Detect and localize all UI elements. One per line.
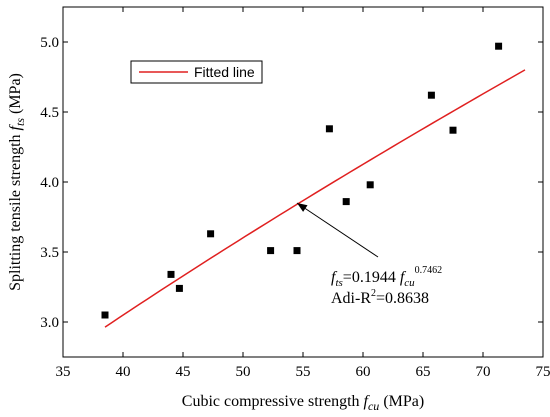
- data-point: [495, 42, 503, 50]
- y-axis-title: Splitting tensile strength fts (MPa): [7, 73, 27, 291]
- y-tick-label: 4.0: [40, 175, 59, 191]
- plot-frame: [62, 6, 544, 358]
- data-point: [101, 311, 109, 319]
- x-tick-label: 45: [176, 364, 191, 380]
- data-point: [449, 126, 457, 134]
- x-tick-label: 65: [416, 364, 431, 380]
- data-point: [366, 181, 374, 189]
- x-tick-label: 35: [56, 364, 71, 380]
- y-tick-label: 3.0: [40, 315, 59, 331]
- x-tick-label: 40: [116, 364, 131, 380]
- legend-label: Fitted line: [194, 64, 255, 80]
- legend: Fitted line: [130, 60, 263, 84]
- fitted-line-group: [104, 69, 526, 328]
- data-point: [342, 198, 350, 206]
- y-tick-label: 4.5: [40, 105, 59, 121]
- y-axis-ticks: 3.0 3.5 4.0 4.5 5.0: [40, 35, 543, 331]
- annotation-arrowhead: [297, 203, 308, 212]
- x-tick-label: 50: [236, 364, 251, 380]
- annotation-arrow: [296, 202, 379, 258]
- x-axis-ticks: 35 40 45 50 55 60 65 70 75: [56, 7, 550, 380]
- x-tick-label: 60: [356, 364, 371, 380]
- x-tick-label: 70: [476, 364, 491, 380]
- data-point: [167, 270, 175, 278]
- x-tick-label: 75: [536, 364, 550, 380]
- data-point: [267, 247, 275, 255]
- y-tick-label: 3.5: [40, 245, 59, 261]
- equation-label: fts=0.1944 fcu0.7462: [331, 265, 442, 289]
- data-point: [325, 125, 333, 133]
- data-point: [207, 230, 215, 238]
- data-point: [175, 284, 183, 292]
- fitted-line: [104, 69, 526, 328]
- x-tick-label: 55: [296, 364, 311, 380]
- data-point: [427, 91, 435, 99]
- x-axis-title: Cubic compressive strength fcu (MPa): [182, 393, 424, 413]
- y-tick-label: 5.0: [40, 35, 59, 51]
- data-point: [293, 247, 301, 255]
- r2-label: Adi-R2=0.8638: [331, 288, 429, 307]
- legend-box: [130, 60, 263, 84]
- annotation: fts=0.1944 fcu0.7462 Adi-R2=0.8638: [296, 202, 442, 307]
- data-points-group: [101, 42, 503, 319]
